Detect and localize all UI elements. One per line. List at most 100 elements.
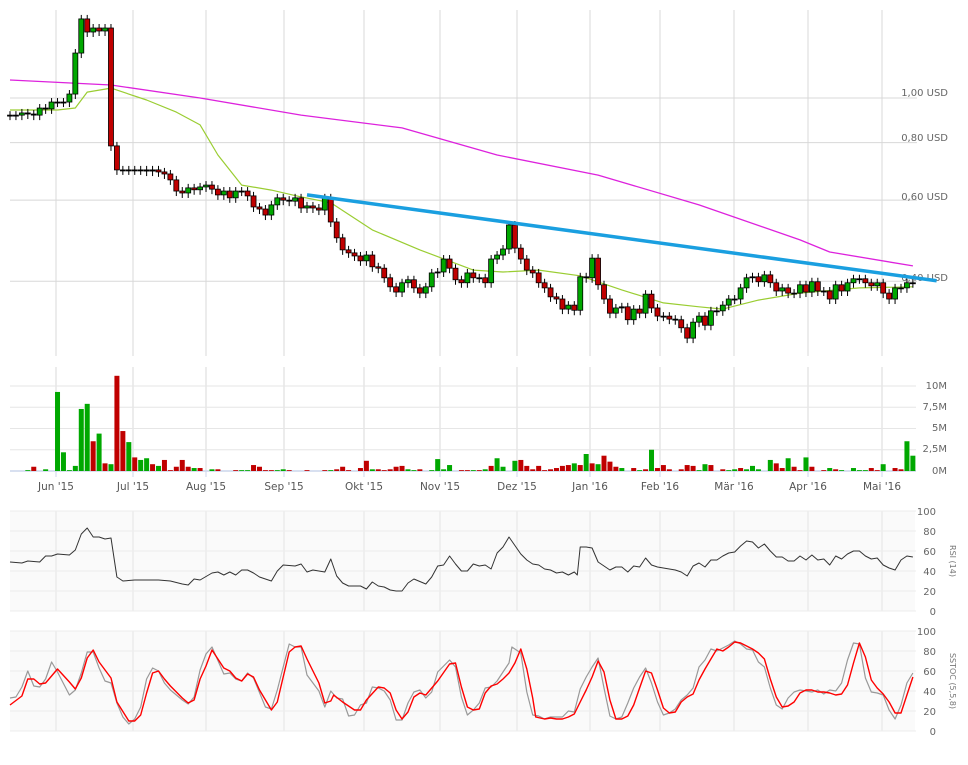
candle bbox=[672, 315, 679, 325]
trendline[interactable] bbox=[306, 193, 937, 283]
volume-bar bbox=[60, 452, 66, 471]
candle-body bbox=[42, 107, 49, 110]
candle bbox=[90, 24, 97, 37]
volume-bar bbox=[441, 469, 447, 471]
volume-bar bbox=[850, 468, 856, 471]
candle-body bbox=[892, 287, 898, 300]
volume-bar bbox=[215, 469, 221, 471]
candle-body bbox=[725, 298, 732, 306]
x-tick-label: Mai '16 bbox=[863, 481, 901, 493]
x-tick-label: Sep '15 bbox=[264, 481, 303, 493]
candle bbox=[244, 187, 251, 201]
candle bbox=[743, 273, 750, 293]
candle-body bbox=[405, 279, 411, 284]
candle bbox=[612, 303, 619, 319]
candle bbox=[850, 274, 857, 288]
volume-bar bbox=[755, 469, 761, 471]
candle-body bbox=[618, 306, 625, 309]
volume-tick-label: 5M bbox=[932, 423, 947, 434]
candle-body bbox=[868, 282, 875, 287]
price-axis-labels: 1,00 USD 0,80 USD 0,60 USD 0,40 USD bbox=[901, 88, 948, 284]
candle bbox=[464, 268, 471, 288]
candle-body bbox=[298, 197, 304, 209]
volume-bar bbox=[773, 463, 779, 471]
candle bbox=[18, 108, 25, 121]
candle bbox=[36, 104, 43, 121]
candle bbox=[779, 283, 786, 296]
volume-bar bbox=[120, 431, 126, 471]
candle bbox=[577, 272, 584, 316]
volume-bar bbox=[334, 469, 340, 471]
candle-body bbox=[684, 327, 691, 339]
candle-body bbox=[357, 255, 364, 262]
candle bbox=[660, 312, 667, 322]
candle bbox=[898, 283, 904, 293]
volume-bar bbox=[150, 464, 156, 471]
candle bbox=[868, 278, 875, 291]
volume-bar bbox=[649, 449, 655, 471]
candle bbox=[60, 98, 67, 108]
volume-bar bbox=[601, 455, 607, 471]
volume-bar bbox=[892, 468, 898, 471]
candle-body bbox=[428, 272, 435, 288]
candle-body bbox=[488, 258, 495, 284]
stochastic-tick-label: 80 bbox=[923, 647, 936, 658]
volume-bar bbox=[548, 469, 554, 471]
candle bbox=[363, 251, 370, 266]
candle-body bbox=[315, 207, 322, 211]
volume-bar bbox=[767, 459, 773, 471]
candle bbox=[517, 244, 524, 265]
candle-body bbox=[387, 277, 394, 288]
volume-bar bbox=[738, 468, 744, 471]
candle bbox=[832, 280, 839, 305]
candle bbox=[399, 278, 405, 298]
candle bbox=[84, 14, 91, 37]
candle bbox=[24, 108, 31, 120]
candle bbox=[72, 49, 79, 100]
candle-body bbox=[48, 101, 55, 110]
candle-body bbox=[523, 258, 530, 271]
candle-body bbox=[137, 169, 144, 172]
candle bbox=[648, 290, 655, 313]
candle bbox=[357, 251, 364, 266]
candle bbox=[125, 165, 132, 175]
candle-body bbox=[411, 279, 417, 289]
volume-bar bbox=[678, 469, 684, 471]
candle bbox=[684, 323, 691, 344]
volume-bar bbox=[381, 470, 387, 471]
candle-body bbox=[149, 169, 156, 172]
candle-body bbox=[904, 282, 910, 289]
candle bbox=[803, 280, 809, 298]
candle-body bbox=[381, 267, 388, 279]
rsi-tick-label: 40 bbox=[923, 567, 936, 578]
candle bbox=[387, 273, 394, 292]
volume-bar bbox=[262, 470, 268, 471]
candle-body bbox=[874, 282, 881, 287]
candle bbox=[565, 301, 572, 315]
candle-body bbox=[565, 304, 572, 310]
candle bbox=[286, 196, 293, 207]
volume-axis-labels: 10M 7,5M 5M 2,5M 0M bbox=[922, 381, 947, 477]
candle bbox=[149, 165, 156, 177]
candle-body bbox=[280, 197, 287, 201]
candle bbox=[529, 266, 536, 278]
candle bbox=[809, 277, 815, 298]
candle-body bbox=[185, 187, 192, 194]
volume-bar bbox=[55, 391, 61, 471]
volume-bar bbox=[185, 466, 191, 471]
candle-body bbox=[803, 284, 809, 293]
candle bbox=[108, 24, 114, 151]
volume-bar bbox=[785, 458, 791, 471]
candle-body bbox=[737, 287, 744, 300]
candle bbox=[161, 167, 168, 179]
volume-tick-label: 7,5M bbox=[922, 402, 947, 413]
rsi-tick-label: 20 bbox=[923, 587, 936, 598]
candle-body bbox=[791, 292, 797, 295]
volume-bar bbox=[619, 468, 625, 471]
volume-bar bbox=[251, 465, 257, 471]
candle bbox=[220, 187, 227, 200]
candle bbox=[422, 282, 429, 299]
candle bbox=[820, 286, 827, 296]
candle-body bbox=[422, 286, 429, 294]
